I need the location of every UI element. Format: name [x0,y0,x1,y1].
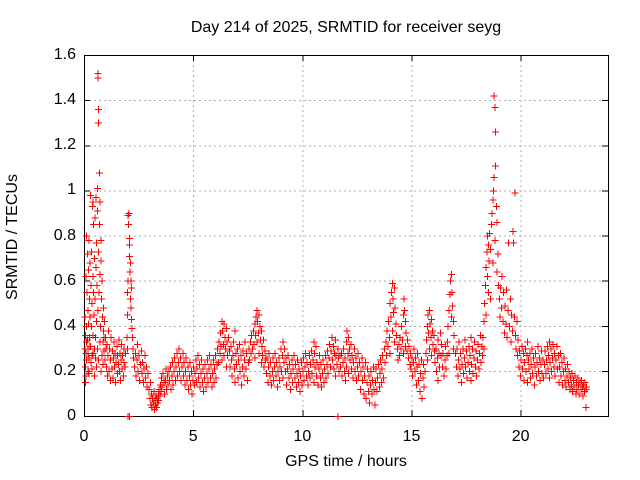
x-axis-label: GPS time / hours [285,453,407,470]
gridlines [84,55,608,416]
y-tick-label: 1.2 [53,136,76,154]
y-tick-label: 1 [67,181,76,199]
y-tick-label: 1.4 [53,91,76,109]
y-tick-label: 0 [67,407,76,424]
chart-title: Day 214 of 2025, SRMTID for receiver sey… [190,19,502,36]
x-tick-label: 0 [79,428,89,445]
x-tick-label: 10 [293,428,312,445]
y-tick-label: 0.2 [53,361,76,379]
y-tick-label: 0.4 [53,316,76,334]
x-tick-label: 5 [188,428,198,445]
scatter-points [81,70,591,420]
y-tick-label: 0.8 [53,226,76,244]
y-tick-label: 0.6 [53,271,76,289]
x-tick-label: 20 [511,428,530,445]
y-tick-label: 1.6 [53,46,76,63]
x-tick-label: 15 [402,428,421,445]
